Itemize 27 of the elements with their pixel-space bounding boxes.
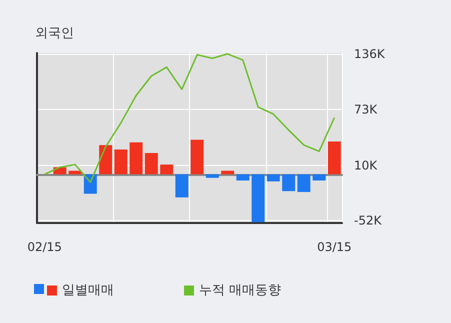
line-series [44,53,336,184]
y-tick-label: 136K [354,46,386,61]
bar [221,170,234,174]
bar [68,170,82,174]
y-tick-label: 10K [354,158,378,172]
bar [236,174,250,180]
bar [206,174,219,178]
legend-label: 누적 매매동향 [199,283,282,298]
y-tick-label: -52K [354,213,383,228]
bar [190,140,204,174]
bar [175,174,188,198]
bar [312,174,326,180]
x-tick-label: 03/15 [317,240,352,254]
bar [252,174,265,222]
bar [297,174,310,192]
bar [160,164,174,174]
y-tick-label: 73K [354,102,378,117]
legend-label: 일별매매 [62,283,114,298]
bar [144,153,158,174]
bar [114,150,128,174]
x-tick-label: 02/15 [27,240,62,254]
bar [266,174,280,182]
bar [130,142,143,174]
bar [99,145,112,174]
bar [328,142,341,174]
chart-title: 외국인 [35,26,74,41]
bar [282,174,296,192]
